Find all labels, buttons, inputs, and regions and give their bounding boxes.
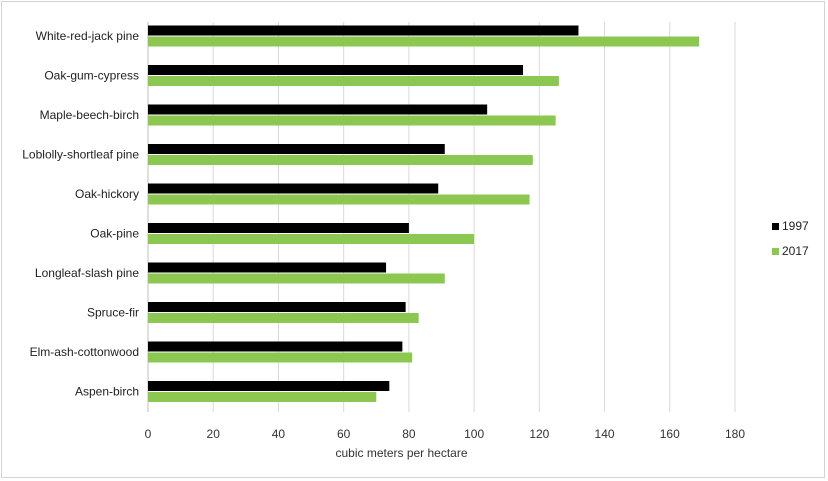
category-label: Oak-pine: [90, 227, 139, 241]
category-labels: White-red-jack pine Oak-gum-cypress Maple-…: [22, 29, 139, 399]
bar-2017: [148, 194, 530, 205]
bar-1997: [148, 183, 439, 194]
category-label: Oak-gum-cypress: [44, 69, 139, 83]
bar-2017: [148, 313, 419, 323]
x-axis-title: cubic meters per hectare: [335, 446, 467, 460]
bar-2017: [148, 352, 413, 363]
category-label: Aspen-birch: [75, 385, 139, 399]
bar-2017: [148, 76, 559, 86]
bar-1997: [148, 144, 445, 154]
category-label: Maple-beech-birch: [40, 108, 139, 122]
x-tick-label: 120: [529, 427, 549, 441]
bar-2017: [148, 273, 445, 284]
category-label: White-red-jack pine: [36, 29, 140, 43]
x-tick-label: 40: [272, 427, 286, 441]
legend-label: 2017: [782, 244, 809, 258]
legend-swatch-2017: [772, 248, 779, 255]
bar-1997: [148, 25, 579, 36]
bar-1997: [148, 341, 403, 352]
category-label: Loblolly-shortleaf pine: [22, 148, 139, 162]
bar-1997: [148, 302, 406, 312]
x-tick-label: 100: [464, 427, 484, 441]
category-label: Longleaf-slash pine: [35, 266, 139, 280]
x-tick-label: 180: [725, 427, 745, 441]
x-tick-label: 160: [660, 427, 680, 441]
legend-label: 1997: [782, 219, 809, 233]
bar-1997: [148, 262, 387, 273]
bars: [148, 25, 700, 402]
x-tick-label: 20: [207, 427, 221, 441]
bar-2017: [148, 234, 475, 244]
bar-1997: [148, 104, 488, 115]
legend: 1997 2017: [772, 219, 809, 258]
bar-1997: [148, 65, 524, 75]
x-tick-label: 140: [595, 427, 615, 441]
x-tick-label: 80: [402, 427, 416, 441]
x-tick-label: 0: [145, 427, 152, 441]
category-label: Elm-ash-cottonwood: [30, 345, 139, 359]
bar-1997: [148, 223, 409, 233]
bar-2017: [148, 36, 700, 47]
bar-2017: [148, 155, 533, 165]
x-tick-label: 60: [337, 427, 351, 441]
x-tick-labels: 0 20 40 60 80 100 120 140 160 180: [145, 427, 746, 441]
category-label: Spruce-fir: [87, 306, 139, 320]
legend-swatch-1997: [772, 223, 779, 230]
bar-1997: [148, 381, 390, 391]
category-label: Oak-hickory: [75, 187, 139, 201]
bar-2017: [148, 115, 556, 126]
bar-2017: [148, 392, 377, 402]
